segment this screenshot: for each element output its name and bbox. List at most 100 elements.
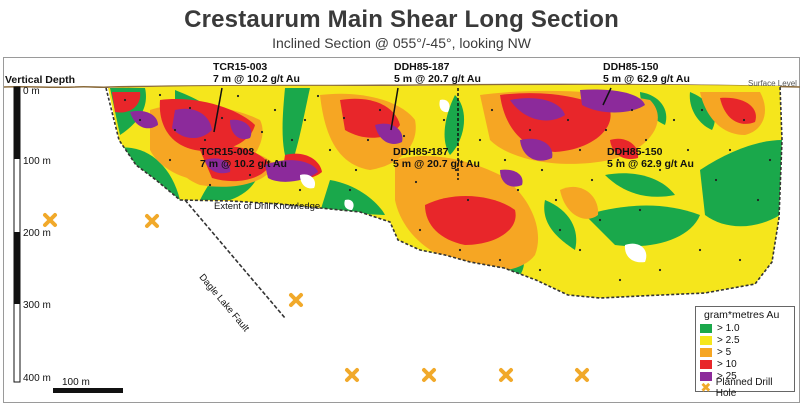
sample-dot [714, 178, 718, 182]
sample-dot [173, 128, 177, 132]
sample-dot [558, 228, 562, 232]
sample-dot [454, 168, 458, 172]
sample-dot [700, 108, 704, 112]
sample-dot [188, 106, 192, 110]
sample-dot [742, 118, 746, 122]
sample-dot [248, 173, 252, 177]
planned-drill-hole-icon: ✖ [700, 380, 712, 395]
legend-title: gram*metres Au [704, 309, 780, 321]
legend-item: > 2.5 [700, 335, 740, 346]
sample-dot [738, 258, 742, 262]
sample-dot [366, 138, 370, 142]
sample-dot [328, 148, 332, 152]
sample-dot [728, 148, 732, 152]
sample-dot [208, 183, 212, 187]
hole-trace-ddh85-187 [390, 87, 399, 131]
legend-label: > 10 [717, 359, 737, 370]
hole-name: DDH85-150 [607, 146, 663, 158]
depth-tick-400: 400 m [23, 373, 51, 384]
hole-name: DDH85-187 [394, 61, 450, 73]
sample-dot [658, 168, 662, 172]
planned-drill-holes [43, 213, 589, 382]
legend-swatch [700, 348, 712, 357]
sample-dot [138, 118, 142, 122]
legend-label: > 1.0 [717, 323, 740, 334]
hole-name: DDH85-150 [603, 61, 659, 73]
sample-dot [578, 248, 582, 252]
sample-dot [554, 198, 558, 202]
sample-dot [273, 108, 277, 112]
fault-line [184, 199, 286, 319]
depth-tick-100: 100 m [23, 156, 51, 167]
legend-label: Planned Drill Hole [715, 376, 773, 399]
hole-name: TCR15-003 [213, 61, 268, 73]
hole-intercept: 5 m @ 20.7 g/t Au [394, 73, 481, 85]
hole-label-ddh85-150-lower: DDH85-150 5 m @ 62.9 g/t Au [607, 146, 694, 170]
hole-name: TCR15-003 [200, 146, 255, 158]
sample-dot [756, 198, 760, 202]
sample-dot [768, 158, 772, 162]
legend-item: > 1.0 [700, 323, 740, 334]
sample-dot [402, 134, 406, 138]
legend-swatch [700, 336, 712, 345]
legend-label: > 2.5 [717, 335, 740, 346]
sample-dot [698, 248, 702, 252]
sample-dot [390, 158, 394, 162]
map-frame [3, 57, 800, 403]
planned-drill-hole-marker [575, 368, 589, 382]
sample-dot [316, 94, 320, 98]
sample-dot [303, 118, 307, 122]
depth-tick-300: 300 m [23, 300, 51, 311]
planned-drill-hole-marker [43, 213, 57, 227]
sample-dot [290, 138, 294, 142]
sample-dot [498, 258, 502, 262]
hole-name: DDH85-187 [393, 146, 449, 158]
sample-dot [260, 130, 264, 134]
vertical-depth-label: Vertical Depth [5, 74, 76, 86]
planned-drill-hole-marker [289, 293, 303, 307]
planned-drill-hole-marker [345, 368, 359, 382]
hole-intercept: 7 m @ 10.2 g/t Au [213, 73, 300, 85]
surface-line [3, 83, 801, 89]
sample-dot [168, 158, 172, 162]
hole-intercept: 5 m @ 20.7 g/t Au [393, 158, 480, 170]
sample-dot [566, 118, 570, 122]
sample-dot [248, 148, 252, 152]
depth-bar-segment [14, 232, 20, 304]
planned-drill-hole-marker [145, 214, 159, 228]
sample-dot [478, 138, 482, 142]
planned-drill-hole-marker [422, 368, 436, 382]
sample-dot [490, 108, 494, 112]
sample-dot [458, 248, 462, 252]
sample-dot [203, 138, 207, 142]
hole-label-ddh85-150: DDH85-150 5 m @ 62.9 g/t Au [603, 61, 690, 85]
sample-dot [616, 158, 620, 162]
sample-dot [644, 138, 648, 142]
sample-dot [686, 148, 690, 152]
sample-dot [538, 268, 542, 272]
sample-dot [418, 228, 422, 232]
legend-swatch [700, 372, 712, 381]
sample-dot [618, 278, 622, 282]
sample-dot [348, 188, 352, 192]
planned-drill-hole-marker [499, 368, 513, 382]
sample-dot [428, 148, 432, 152]
hole-label-ddh85-187-lower: DDH85-187 5 m @ 20.7 g/t Au [393, 146, 480, 170]
legend-item-planned: ✖ Planned Drill Hole [700, 377, 794, 399]
map-title: Crestaurum Main Shear Long Section [184, 6, 619, 33]
drill-extent-label: Extent of Drill Knowledge [214, 201, 321, 212]
sample-dot [414, 180, 418, 184]
sample-dot [540, 168, 544, 172]
sample-dot [658, 268, 662, 272]
sample-dot [342, 116, 346, 120]
sample-dot [236, 94, 240, 98]
scale-bar [53, 388, 123, 393]
legend-item: > 5 [700, 347, 731, 358]
sample-points [123, 93, 772, 282]
legend-label: > 5 [717, 347, 732, 358]
legend-item: > 10 [700, 359, 737, 370]
sample-dot [598, 218, 602, 222]
surface-level-label: Surface Level [748, 79, 797, 88]
sample-dot [466, 198, 470, 202]
